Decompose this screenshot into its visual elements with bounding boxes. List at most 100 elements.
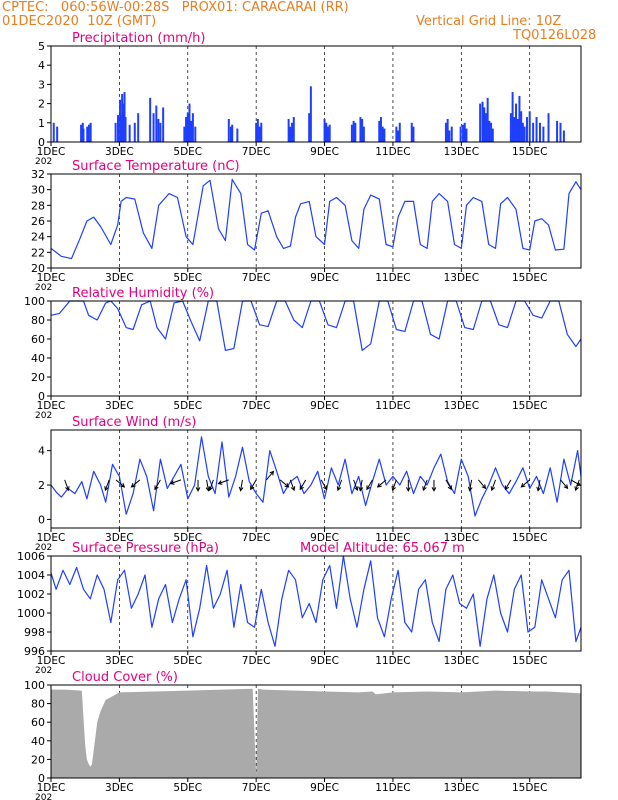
precip-bar [89, 122, 92, 142]
x-tick-label: 1DEC [37, 655, 66, 667]
wind-arrow-head [490, 486, 496, 492]
precip-bar [484, 113, 487, 142]
x-tick-label: 7DEC [242, 146, 271, 158]
wind-arrow-head [520, 483, 526, 488]
panel-frame [50, 300, 582, 397]
precip-bar [236, 128, 239, 142]
x-tick-label: 9DEC [310, 532, 339, 544]
precip-bar [520, 111, 523, 142]
y-tick-label: 1000 [17, 607, 45, 620]
x-tick-label: 13DEC [444, 782, 479, 794]
wind-arrow-head [120, 483, 126, 488]
x-tick-label: 9DEC [310, 782, 339, 794]
wind-arrow [491, 479, 496, 491]
x-year-label: 202 [35, 543, 52, 553]
x-tick-label: 15DEC [512, 655, 547, 667]
y-tick-label: 28 [31, 199, 45, 212]
x-tick-label: 11DEC [375, 146, 410, 158]
wind-arrow-head [208, 486, 213, 492]
x-tick-label: 11DEC [375, 400, 410, 412]
wind-arrow [392, 479, 397, 491]
wind-arrow [445, 479, 452, 490]
x-tick-label: 11DEC [375, 532, 410, 544]
wind-arrow-head [366, 485, 371, 491]
wind-arrow-head [130, 483, 136, 488]
precip-bar [538, 122, 541, 142]
precip-bar [121, 94, 124, 142]
precip-bar [227, 118, 230, 142]
precip-bar [325, 122, 328, 142]
precip-bar [535, 117, 538, 142]
precip-bar [509, 113, 512, 142]
panel-frame [50, 173, 582, 269]
wind-arrow [240, 479, 243, 491]
y-tick-label: 0 [38, 390, 45, 403]
x-year-label: 202 [35, 666, 52, 676]
wind-arrow [218, 479, 229, 485]
wind-arrow-head [563, 484, 569, 490]
x-tick-label: 5DEC [173, 532, 202, 544]
x-tick-label: 7DEC [242, 782, 271, 794]
wind-arrow-head [536, 486, 541, 492]
precip-bar [287, 118, 290, 142]
wind-arrow [469, 479, 473, 491]
panel-frame [50, 684, 582, 779]
wind-arrow-head [169, 480, 175, 485]
x-tick-label: 15DEC [512, 532, 547, 544]
precip-bar [308, 113, 311, 142]
wind-arrow [170, 479, 182, 485]
panel-0 [47, 45, 582, 146]
panel-title: Surface Temperature (nC) [72, 159, 240, 174]
y-tick-label: 22 [31, 246, 45, 259]
precip-bar [231, 124, 234, 142]
x-tick-label: 15DEC [512, 782, 547, 794]
x-tick-label: 5DEC [173, 146, 202, 158]
precip-bar [523, 126, 526, 142]
panel-frame [50, 555, 582, 652]
precip-bar [446, 118, 449, 142]
y-tick-label: 26 [31, 215, 45, 228]
precip-bar [518, 95, 521, 142]
wind-arrow [209, 479, 214, 491]
wind-arrow [104, 479, 110, 491]
wind-arrow [289, 479, 295, 491]
x-tick-label: 9DEC [310, 400, 339, 412]
precip-bar [547, 113, 550, 142]
precip-bar [483, 107, 486, 142]
precip-bar [559, 122, 562, 142]
x-year-label: 202 [35, 793, 52, 800]
wind-arrow-head [290, 486, 296, 492]
x-tick-label: 3DEC [105, 146, 134, 158]
y-tick-label: 4 [38, 59, 45, 72]
precip-bar [149, 97, 152, 142]
y-tick-label: 100 [24, 679, 45, 692]
precip-bar [463, 122, 466, 142]
x-tick-label: 7DEC [242, 400, 271, 412]
precip-bar [556, 120, 559, 142]
y-tick-label: 1002 [17, 588, 45, 601]
y-tick-label: 2 [38, 98, 45, 111]
wind-arrow-head [481, 484, 487, 490]
panel-2 [47, 300, 582, 400]
x-tick-label: 15DEC [512, 400, 547, 412]
x-tick-label: 13DEC [444, 272, 479, 284]
panel-title: Cloud Cover (%) [72, 670, 178, 685]
precip-bar [309, 86, 312, 142]
y-tick-label: 998 [24, 626, 45, 639]
wind-arrow-head [447, 485, 452, 491]
x-tick-label: 11DEC [375, 782, 410, 794]
precip-bar [82, 128, 85, 142]
x-tick-label: 15DEC [512, 146, 547, 158]
precip-bar [516, 118, 519, 142]
precip-bar [362, 126, 365, 142]
x-year-label: 202 [35, 283, 52, 293]
x-year-label: 202 [35, 157, 52, 167]
precip-bar [188, 103, 191, 142]
y-tick-label: 20 [31, 753, 45, 766]
x-tick-label: 5DEC [173, 655, 202, 667]
wind-arrow-head [269, 470, 275, 476]
wind-arrow [366, 479, 373, 490]
wind-arrow-head [322, 485, 328, 491]
precip-bar [157, 118, 160, 142]
